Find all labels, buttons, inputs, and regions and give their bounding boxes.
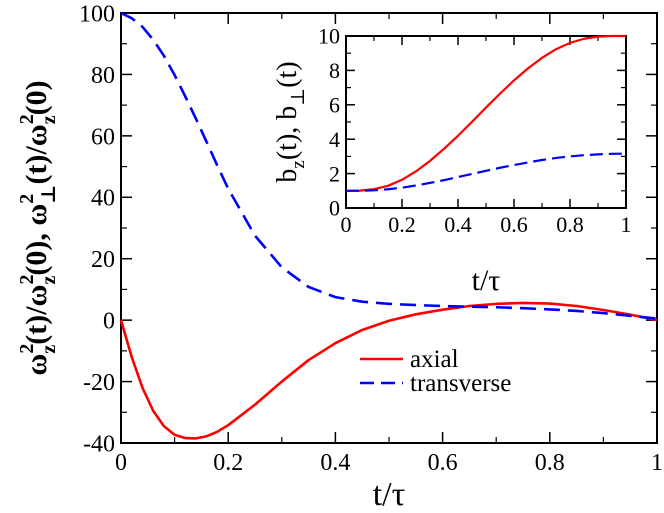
y-tick-label: 4 [329,127,340,152]
series-line-transverse [120,11,658,320]
y-tick-label: 40 [91,186,115,212]
legend: axial transverse [360,346,511,397]
y-tick-label: 0 [329,196,340,221]
y-tick-label: 6 [329,93,340,118]
svg-text:bz(t), b⊥(t): bz(t), b⊥(t) [272,61,309,182]
y-tick-label: 100 [79,1,115,27]
svg-text:ω2z(t)/ω2z(0), ω2⊥(t)/ω2z(0): ω2z(t)/ω2z(0), ω2⊥(t)/ω2z(0) [16,80,60,375]
x-tick-label: 0.4 [444,212,472,237]
y-tick-label: -20 [83,370,115,396]
y-tick-label: 60 [91,124,115,150]
inset-series [345,34,627,192]
y-tick-label: 20 [91,247,115,273]
x-tick-label: 1 [621,212,632,237]
x-tick-label: 0.8 [535,450,565,476]
main-x-axis-label: t/τ [373,476,406,513]
x-tick-label: 0.6 [428,450,458,476]
x-tick-label: 0 [115,450,127,476]
series-line-b-perp [346,152,627,192]
y-tick-label: -40 [83,431,115,457]
y-tick-label: 10 [318,24,340,49]
y-tick-label: 2 [329,161,340,186]
y-tick-label: 80 [91,63,115,89]
x-tick-label: 0.8 [556,212,584,237]
x-tick-label: 0.4 [320,450,350,476]
x-tick-label: 0 [341,212,352,237]
series-line-axial [119,301,658,440]
inset-y-axis-label: bz(t), b⊥(t) [272,61,309,182]
x-tick-label: 0.6 [500,212,528,237]
main-y-axis-label: ω2z(t)/ω2z(0), ω2⊥(t)/ω2z(0) [16,80,60,375]
x-tick-label: 0.2 [213,450,243,476]
inset-x-axis-label: t/τ [472,264,501,297]
legend-label-axial: axial [410,346,459,373]
series-line-b-z [345,34,626,192]
inset-plot-frame [345,35,627,209]
y-tick-label: 8 [329,58,340,83]
x-tick-label: 1 [651,450,663,476]
y-tick-label: 0 [103,309,115,335]
main-series [119,11,658,440]
legend-label-transverse: transverse [410,370,511,397]
x-tick-label: 0.2 [388,212,416,237]
